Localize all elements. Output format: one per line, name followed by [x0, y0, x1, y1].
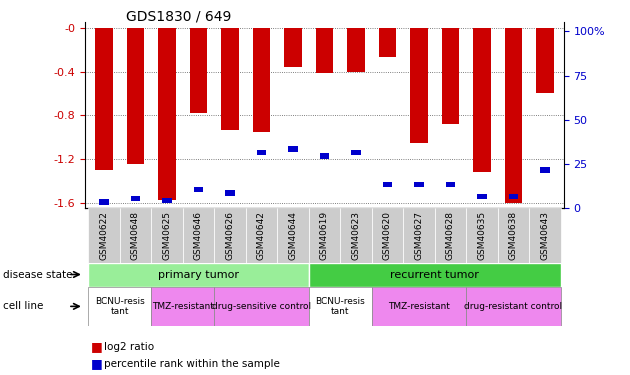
Bar — [190, 28, 207, 113]
Text: TMZ-resistant: TMZ-resistant — [152, 302, 214, 311]
Text: GSM40625: GSM40625 — [163, 211, 171, 260]
Bar — [256, 150, 266, 155]
Bar — [214, 208, 246, 262]
Bar — [277, 208, 309, 262]
Bar — [498, 208, 529, 262]
Bar — [445, 182, 455, 187]
Bar — [340, 208, 372, 262]
Bar — [284, 28, 302, 67]
Text: percentile rank within the sample: percentile rank within the sample — [104, 359, 280, 369]
Bar — [127, 28, 144, 165]
Bar — [120, 208, 151, 262]
Bar — [536, 28, 554, 93]
Text: drug-sensitive control: drug-sensitive control — [212, 302, 311, 311]
Text: primary tumor: primary tumor — [158, 270, 239, 280]
Bar — [88, 287, 151, 326]
Bar — [183, 208, 214, 262]
Bar — [253, 28, 270, 132]
Bar — [193, 187, 203, 192]
Bar — [414, 182, 424, 187]
Bar — [403, 208, 435, 262]
Bar — [372, 208, 403, 262]
Text: GSM40646: GSM40646 — [194, 211, 203, 260]
Text: BCNU-resis
tant: BCNU-resis tant — [95, 297, 144, 316]
Text: GSM40619: GSM40619 — [320, 211, 329, 260]
Bar — [466, 208, 498, 262]
Text: TMZ-resistant: TMZ-resistant — [388, 302, 450, 311]
Bar — [225, 190, 235, 196]
Bar — [151, 287, 214, 326]
Text: GSM40644: GSM40644 — [289, 211, 297, 260]
Text: recurrent tumor: recurrent tumor — [390, 270, 479, 280]
Bar — [473, 28, 491, 172]
Text: ■: ■ — [91, 357, 103, 370]
Bar — [505, 28, 522, 202]
Bar — [309, 208, 340, 262]
Bar — [309, 262, 561, 287]
Bar — [410, 28, 428, 142]
Bar — [221, 28, 239, 129]
Bar — [372, 287, 466, 326]
Bar — [442, 28, 459, 124]
Text: GSM40623: GSM40623 — [352, 211, 360, 260]
Bar — [158, 28, 176, 201]
Bar — [508, 194, 518, 199]
Bar — [99, 199, 109, 205]
Bar — [88, 208, 120, 262]
Text: ■: ■ — [91, 340, 103, 353]
Bar — [162, 198, 172, 203]
Text: GSM40622: GSM40622 — [100, 211, 108, 260]
Bar — [529, 208, 561, 262]
Bar — [214, 287, 309, 326]
Text: GSM40648: GSM40648 — [131, 211, 140, 260]
Text: GSM40642: GSM40642 — [257, 211, 266, 260]
Bar — [316, 28, 333, 73]
Text: disease state: disease state — [3, 270, 72, 279]
Bar — [379, 28, 396, 57]
Bar — [88, 262, 309, 287]
Text: GSM40626: GSM40626 — [226, 211, 234, 260]
Bar — [435, 208, 466, 262]
Text: GSM40628: GSM40628 — [446, 211, 455, 260]
Text: drug-resistant control: drug-resistant control — [464, 302, 563, 311]
Bar — [246, 208, 277, 262]
Text: GSM40620: GSM40620 — [383, 211, 392, 260]
Text: log2 ratio: log2 ratio — [104, 342, 154, 352]
Bar — [351, 150, 361, 155]
Bar — [130, 196, 140, 201]
Bar — [347, 28, 365, 72]
Bar — [151, 208, 183, 262]
Text: GDS1830 / 649: GDS1830 / 649 — [126, 9, 231, 23]
Text: GSM40627: GSM40627 — [415, 211, 423, 260]
Bar — [466, 287, 561, 326]
Bar — [540, 168, 550, 173]
Bar — [477, 194, 487, 199]
Bar — [288, 146, 298, 152]
Bar — [309, 287, 372, 326]
Text: GSM40643: GSM40643 — [541, 211, 549, 260]
Bar — [95, 28, 113, 170]
Text: GSM40638: GSM40638 — [509, 211, 518, 260]
Bar — [319, 153, 329, 159]
Bar — [382, 182, 392, 187]
Text: cell line: cell line — [3, 302, 43, 311]
Text: GSM40635: GSM40635 — [478, 211, 486, 260]
Text: BCNU-resis
tant: BCNU-resis tant — [316, 297, 365, 316]
